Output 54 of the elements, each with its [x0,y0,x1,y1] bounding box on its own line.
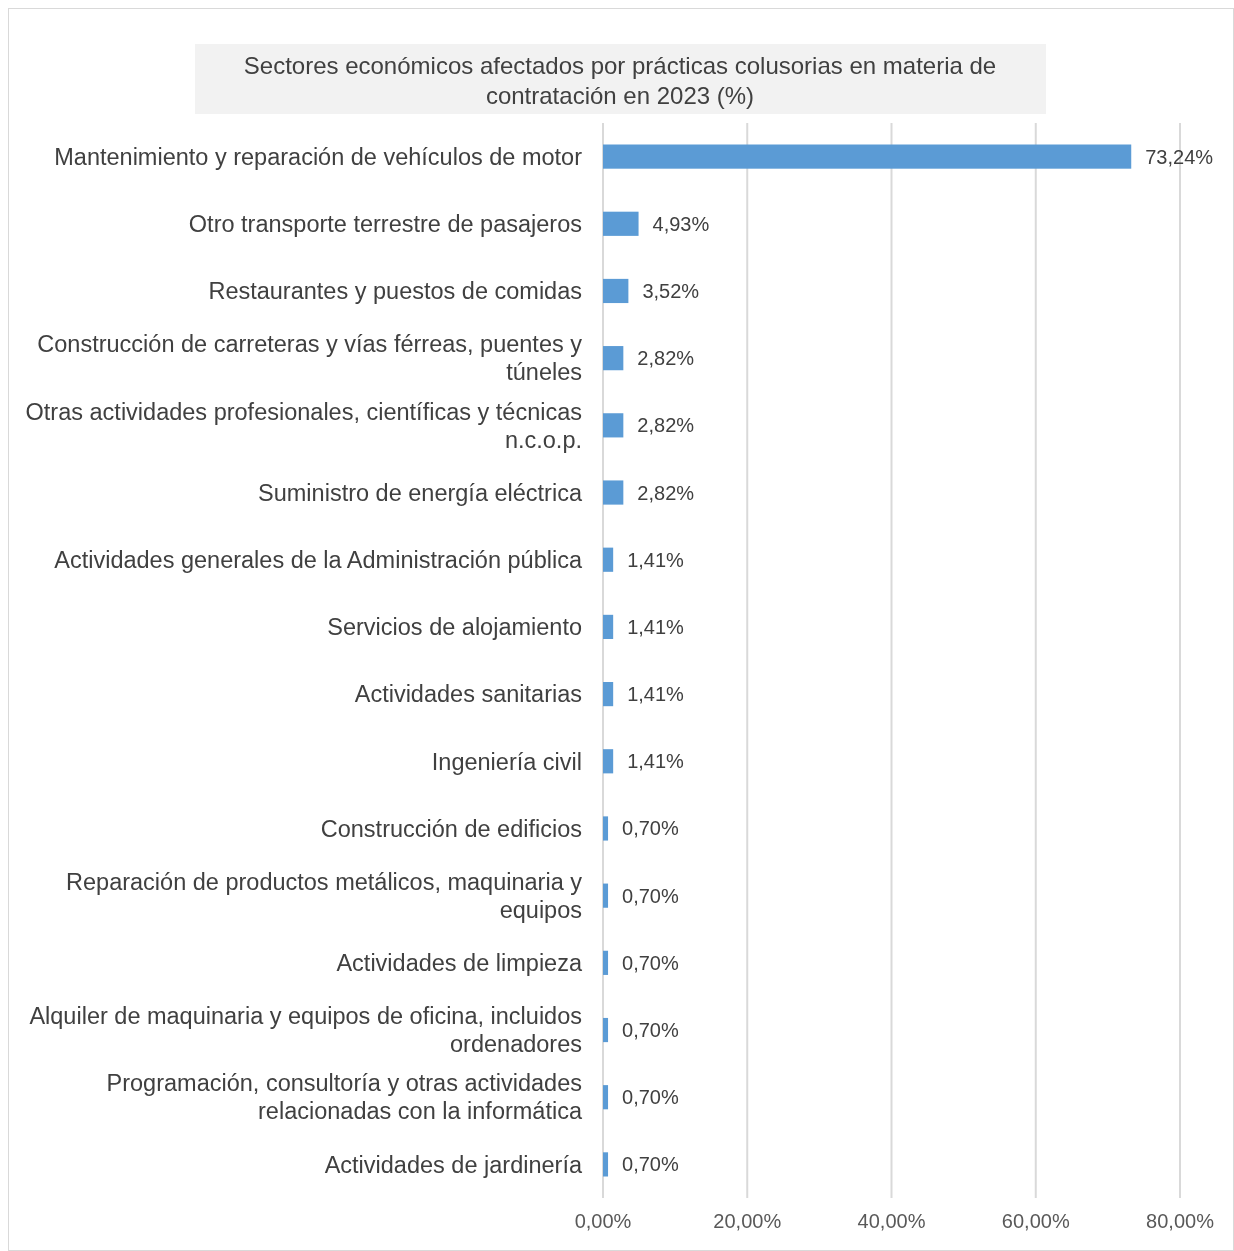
data-label: 0,70% [622,817,679,840]
data-label: 0,70% [622,951,679,974]
bar [603,480,624,505]
bar [603,278,629,304]
y-tick-label: Otro transporte terrestre de pasajeros [188,211,582,238]
y-tick-label: Programación, consultoría y otras actividades relacionadas con la informática [106,1070,583,1125]
bar [603,816,609,841]
data-label: 0,70% [622,884,679,907]
y-tick-label: Actividades de limpieza [336,950,583,977]
bar [603,614,614,639]
y-tick-label: Mantenimiento y reparación de vehículos de motor [54,143,583,170]
data-label: 1,41% [627,750,685,773]
y-tick-label: Alquiler de maquinaria y equipos de oficina, incluidos ordenadores [29,1003,582,1058]
bar [603,950,609,975]
data-label: 73,24% [1145,145,1214,168]
data-label: 0,70% [622,1086,679,1109]
chart-title: Sectores económicos afectados por prácticas colusorias en materia de contratación en 2023 (%) [243,52,997,109]
y-tick-label: Construcción de edificios [320,815,582,842]
bar [603,211,639,236]
y-tick-label: Servicios de alojamiento [327,614,582,641]
y-tick-label: Actividades sanitarias [354,681,582,708]
data-label: 1,41% [627,548,685,571]
bar [603,1152,609,1177]
bar [603,682,614,707]
data-label: 0,70% [622,1153,679,1176]
data-label: 2,82% [637,481,695,504]
bar [603,346,624,371]
y-tick-label: Reparación de productos metálicos, maquinaria y equipos [66,868,583,923]
data-label: 3,52% [642,279,700,302]
y-tick-label: Actividades generales de la Administración pública [54,546,583,573]
bar [603,1017,609,1043]
y-tick-label: Otras actividades profesionales, científicas y técnicas n.c.o.p. [25,398,582,453]
bar [603,413,624,438]
y-tick-label: Ingeniería civil [431,748,582,775]
bar [603,749,614,774]
data-label: 2,82% [637,347,695,370]
bar [603,883,609,908]
x-tick-label: 80,00% [1146,1210,1215,1232]
y-tick-label: Actividades de jardinería [324,1151,583,1178]
x-tick-label: 20,00% [713,1210,782,1232]
bar [603,144,1132,169]
data-label: 4,93% [652,212,710,235]
bar [603,1085,609,1110]
x-tick-label: 60,00% [1001,1210,1070,1232]
x-tick-label: 40,00% [857,1210,926,1232]
y-tick-label: Suministro de energía eléctrica [258,479,583,506]
data-label: 1,41% [627,615,685,638]
data-label: 1,41% [627,683,685,706]
bar [603,547,614,572]
y-tick-label: Construcción de carreteras y vías férreas, puentes y túneles [37,331,583,386]
data-label: 0,70% [622,1019,679,1042]
y-tick-label: Restaurantes y puestos de comidas [208,278,582,305]
data-label: 2,82% [637,414,695,437]
x-tick-label: 0,00% [574,1210,632,1232]
